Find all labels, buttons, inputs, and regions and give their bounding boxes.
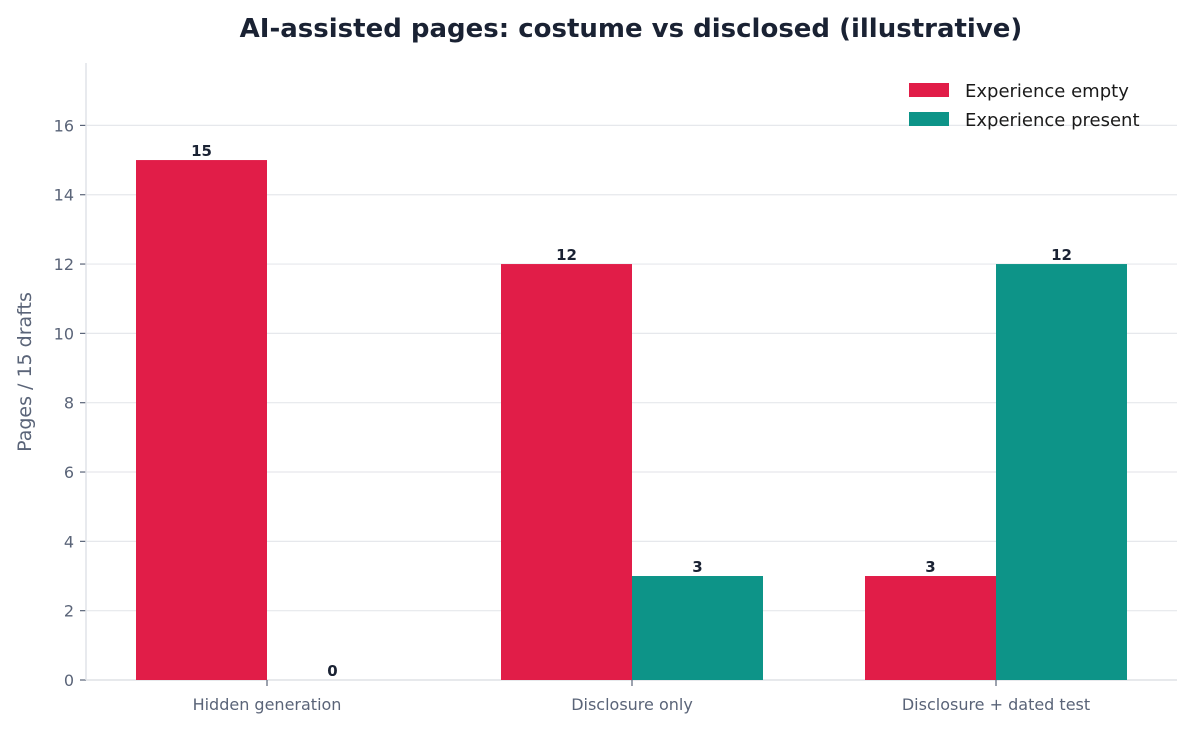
bar-value-label: 3 <box>925 558 935 576</box>
y-tick-label: 10 <box>54 324 74 343</box>
y-tick-label: 4 <box>64 532 74 551</box>
y-tick-label: 2 <box>64 602 74 621</box>
legend: Experience empty Experience present <box>909 81 1140 131</box>
legend-swatch <box>909 112 949 126</box>
legend-swatch <box>909 83 949 97</box>
bar-value-label: 0 <box>327 662 337 680</box>
legend-label: Experience present <box>965 110 1140 131</box>
x-tick-label: Disclosure + dated test <box>902 695 1090 714</box>
y-tick-label: 8 <box>64 394 74 413</box>
bars <box>136 160 1127 681</box>
legend-label: Experience empty <box>965 81 1129 102</box>
axes: 0 2 4 6 8 10 12 14 16 Hidden generation Disclosure… <box>54 63 1177 714</box>
bar-experience-present <box>996 264 1127 680</box>
bar-value-label: 15 <box>191 142 212 160</box>
bar-experience-empty <box>136 160 267 681</box>
bar-experience-empty <box>865 576 996 680</box>
chart-title: AI-assisted pages: costume vs disclosed … <box>240 14 1023 44</box>
bar-value-label: 12 <box>1051 246 1072 264</box>
bar-experience-empty <box>501 264 632 680</box>
bar-experience-present <box>632 576 763 680</box>
x-tick-label: Disclosure only <box>571 695 693 714</box>
y-tick-label: 0 <box>64 671 74 690</box>
x-tick-label: Hidden generation <box>193 695 342 714</box>
y-tick-label: 6 <box>64 463 74 482</box>
y-tick-label: 16 <box>54 116 74 135</box>
data-labels: 15 0 12 3 3 12 <box>191 142 1072 680</box>
y-tick-label: 14 <box>54 186 74 205</box>
y-axis-label: Pages / 15 drafts <box>14 292 36 452</box>
bar-value-label: 3 <box>692 558 702 576</box>
y-tick-label: 12 <box>54 255 74 274</box>
bar-value-label: 12 <box>556 246 577 264</box>
